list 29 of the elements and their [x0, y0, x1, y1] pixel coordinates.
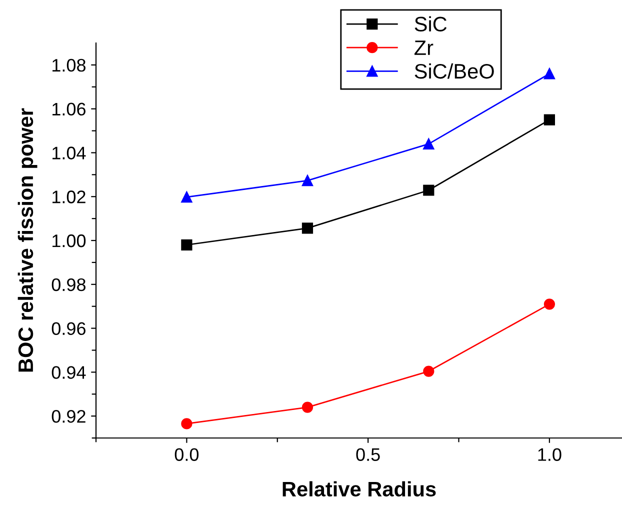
- x-axis-title: Relative Radius: [282, 481, 436, 497]
- y-tick-label: 1.00: [52, 234, 86, 248]
- y-tick-label: 1.08: [52, 58, 86, 72]
- point: [423, 366, 434, 377]
- point: [181, 418, 192, 430]
- legend-label: SiC/BeO: [414, 63, 494, 79]
- x-tick-label: 1.0: [538, 448, 562, 461]
- y-tick-label: 1.04: [52, 146, 86, 160]
- x-tick-label: 0.0: [174, 448, 199, 461]
- point: [544, 114, 556, 126]
- point: [423, 138, 434, 150]
- legend-label: SiC: [414, 16, 447, 32]
- point: [302, 402, 314, 413]
- point: [423, 184, 434, 196]
- point: [302, 222, 314, 234]
- y-tick-label: 1.06: [52, 102, 86, 116]
- y-axis-title: BOC relative fission power: [18, 108, 38, 372]
- point: [544, 68, 556, 80]
- y-tick-label: 0.98: [52, 278, 86, 292]
- point: [181, 239, 192, 250]
- y-tick-label: 0.94: [52, 366, 86, 379]
- point: [302, 175, 314, 186]
- point: [181, 191, 192, 203]
- y-tick-label: 0.96: [52, 322, 86, 335]
- y-tick-label: 0.92: [52, 410, 86, 423]
- point: [544, 298, 556, 310]
- legend-label: Zr: [414, 40, 434, 55]
- x-tick-label: 0.5: [356, 448, 380, 461]
- y-tick-label: 1.02: [52, 190, 86, 204]
